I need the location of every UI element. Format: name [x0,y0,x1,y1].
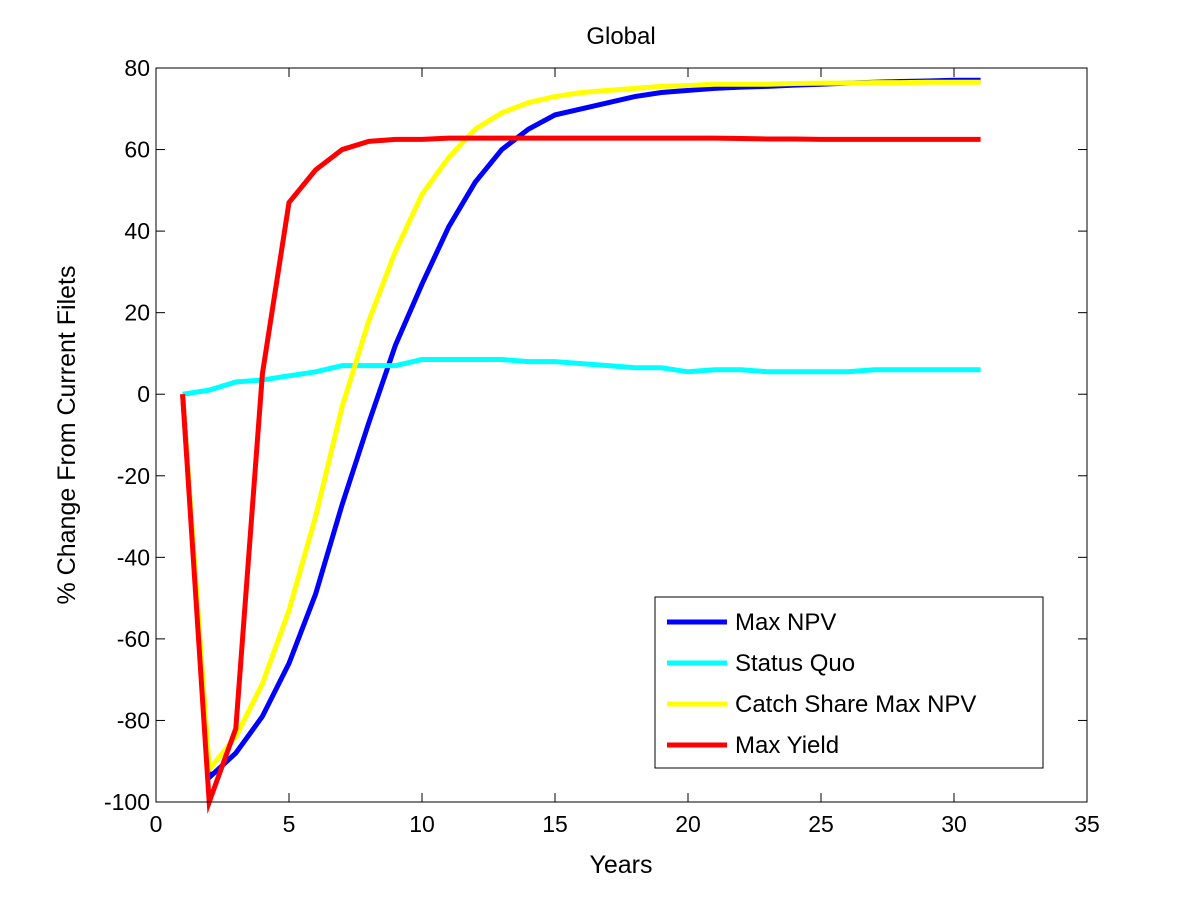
legend-box [654,596,1044,769]
x-tick-label-7: 35 [1074,811,1100,837]
axes-box [155,67,1088,803]
legend-label-1: Status Quo [735,650,855,677]
x-tick-label-1: 5 [283,811,296,837]
y-tick-label-1: 60 [124,137,150,163]
x-axis-label: Years [589,851,652,879]
x-tick-label-6: 30 [941,811,967,837]
legend-label-3: Max Yield [735,732,839,759]
y-axis-label: % Change From Current Filets [53,265,81,604]
plot-area [180,77,981,815]
series-line-2 [180,79,981,776]
y-tick-label-4: 0 [137,381,150,407]
y-tick-label-9: -100 [104,789,150,815]
x-tick-label-4: 20 [675,811,701,837]
y-tick-label-2: 40 [124,218,150,244]
y-tick-label-8: -80 [117,707,150,733]
legend-label-0: Max NPV [735,609,836,636]
axes: 0 5 10 15 20 25 30 35 80 60 40 20 0 -20 -40 -60 -80 -100 [104,55,1100,837]
series-line-1 [182,357,981,397]
y-tick-label-5: -20 [117,463,150,489]
series-line-3 [180,135,981,815]
legend-label-2: Catch Share Max NPV [735,691,976,718]
y-tick-label-6: -40 [117,544,150,570]
y-tick-label-3: 20 [124,300,150,326]
y-tick-label-7: -60 [117,626,150,652]
x-tick-label-0: 0 [150,811,163,837]
x-tick-label-3: 15 [542,811,568,837]
chart-title: Global [586,23,655,50]
legend: Max NPV Status Quo Catch Share Max NPV Max … [654,596,1044,769]
x-tick-label-2: 10 [409,811,435,837]
y-tick-label-0: 80 [124,55,150,81]
x-tick-label-5: 25 [808,811,834,837]
